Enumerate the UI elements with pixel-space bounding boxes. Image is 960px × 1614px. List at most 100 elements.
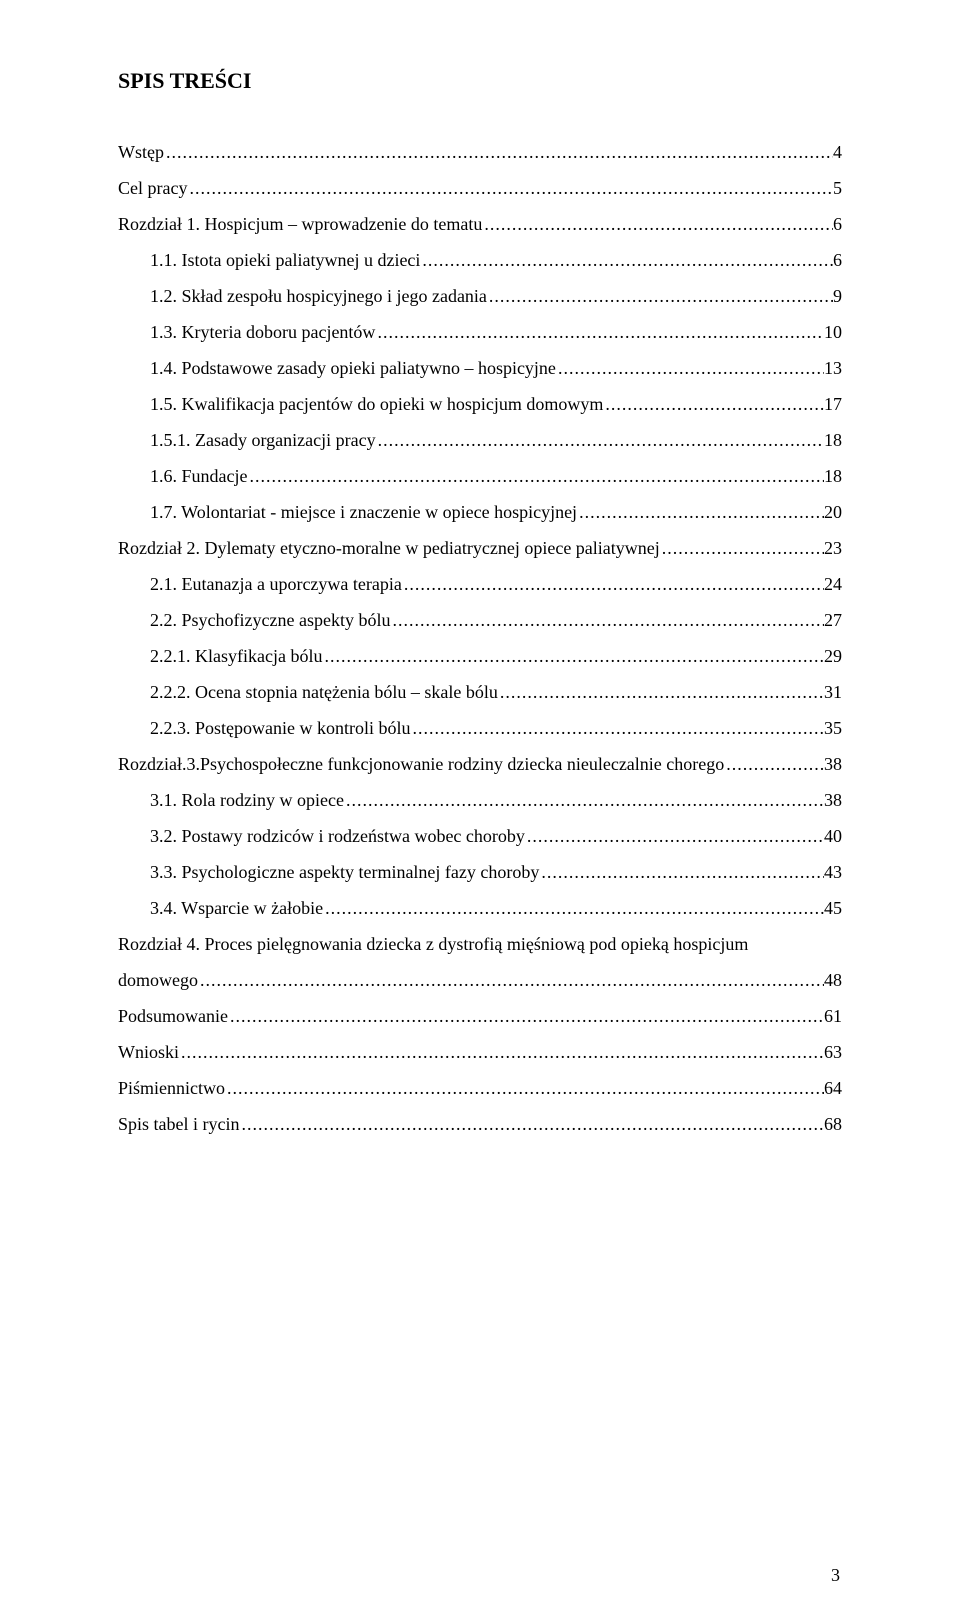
toc-leader: ........................................… [482, 206, 833, 242]
toc-label: 1.6. Fundacje [150, 458, 247, 494]
toc-leader: ........................................… [179, 1034, 824, 1070]
toc-row: Rozdział 4. Proces pielęgnowania dziecka… [118, 926, 842, 962]
toc-page: 61 [824, 998, 842, 1034]
toc-page: 38 [824, 746, 842, 782]
toc-label: 2.2.1. Klasyfikacja bólu [150, 638, 322, 674]
toc-leader: ........................................… [603, 386, 824, 422]
toc-row: domowego................................… [118, 962, 842, 998]
toc-page: 18 [824, 458, 842, 494]
toc-row: Rozdział 1. Hospicjum – wprowadzenie do … [118, 206, 842, 242]
toc-row: Piśmiennictwo...........................… [118, 1070, 842, 1106]
toc-row: Wnioski.................................… [118, 1034, 842, 1070]
toc-label: domowego [118, 962, 198, 998]
toc-page: 20 [824, 494, 842, 530]
toc-page: 43 [824, 854, 842, 890]
toc-label: 2.2.3. Postępowanie w kontroli bólu [150, 710, 410, 746]
toc-label: Rozdział 4. Proces pielęgnowania dziecka… [118, 926, 748, 962]
toc-row: 1.7. Wolontariat - miejsce i znaczenie w… [118, 494, 842, 530]
toc-row: 1.5. Kwalifikacja pacjentów do opieki w … [118, 386, 842, 422]
toc-leader: ........................................… [724, 746, 824, 782]
toc-leader: ........................................… [556, 350, 824, 386]
toc-row: 2.1. Eutanazja a uporczywa terapia......… [118, 566, 842, 602]
toc-leader: ........................................… [187, 170, 833, 206]
toc-label: 3.2. Postawy rodziców i rodzeństwa wobec… [150, 818, 525, 854]
toc-row: 1.4. Podstawowe zasady opieki paliatywno… [118, 350, 842, 386]
toc-row: 2.2.3. Postępowanie w kontroli bólu.....… [118, 710, 842, 746]
toc-leader: ........................................… [247, 458, 824, 494]
toc-page: 68 [824, 1106, 842, 1142]
toc-page: 40 [824, 818, 842, 854]
toc-row: 1.2. Skład zespołu hospicyjnego i jego z… [118, 278, 842, 314]
toc-page: 17 [824, 386, 842, 422]
toc-row: 2.2.1. Klasyfikacja bólu................… [118, 638, 842, 674]
toc-page: 27 [824, 602, 842, 638]
toc-page: 13 [824, 350, 842, 386]
toc-leader: ........................................… [344, 782, 824, 818]
table-of-contents: Wstęp...................................… [118, 134, 842, 1142]
toc-row: 2.2. Psychofizyczne aspekty bólu........… [118, 602, 842, 638]
toc-label: Piśmiennictwo [118, 1070, 225, 1106]
toc-label: 2.2. Psychofizyczne aspekty bólu [150, 602, 390, 638]
toc-row: 1.1. Istota opieki paliatywnej u dzieci.… [118, 242, 842, 278]
toc-row: Cel pracy...............................… [118, 170, 842, 206]
toc-row: 3.4. Wsparcie w żałobie.................… [118, 890, 842, 926]
toc-leader: ........................................… [390, 602, 824, 638]
toc-page: 31 [824, 674, 842, 710]
toc-leader: ........................................… [228, 998, 824, 1034]
toc-page: 48 [824, 962, 842, 998]
toc-row: Rozdział 2. Dylematy etyczno-moralne w p… [118, 530, 842, 566]
toc-page: 4 [833, 134, 842, 170]
toc-label: Rozdział.3.Psychospołeczne funkcjonowani… [118, 746, 724, 782]
toc-label: Wstęp [118, 134, 164, 170]
toc-row: 1.6. Fundacje...........................… [118, 458, 842, 494]
toc-leader: ........................................… [402, 566, 824, 602]
toc-page: 29 [824, 638, 842, 674]
toc-label: Wnioski [118, 1034, 179, 1070]
toc-leader: ........................................… [498, 674, 824, 710]
toc-page: 64 [824, 1070, 842, 1106]
toc-label: 1.5. Kwalifikacja pacjentów do opieki w … [150, 386, 603, 422]
toc-row: 3.1. Rola rodziny w opiece..............… [118, 782, 842, 818]
toc-label: 3.1. Rola rodziny w opiece [150, 782, 344, 818]
toc-page: 18 [824, 422, 842, 458]
toc-row: 1.5.1. Zasady organizacji pracy.........… [118, 422, 842, 458]
toc-leader: ........................................… [225, 1070, 824, 1106]
toc-label: Rozdział 2. Dylematy etyczno-moralne w p… [118, 530, 660, 566]
toc-page: 6 [833, 206, 842, 242]
page-number: 3 [831, 1565, 840, 1586]
toc-label: 1.7. Wolontariat - miejsce i znaczenie w… [150, 494, 577, 530]
toc-row: Rozdział.3.Psychospołeczne funkcjonowani… [118, 746, 842, 782]
toc-label: Cel pracy [118, 170, 187, 206]
toc-row: 3.3. Psychologiczne aspekty terminalnej … [118, 854, 842, 890]
toc-page: 35 [824, 710, 842, 746]
toc-page: 63 [824, 1034, 842, 1070]
toc-label: 1.4. Podstawowe zasady opieki paliatywno… [150, 350, 556, 386]
toc-label: 1.5.1. Zasady organizacji pracy [150, 422, 376, 458]
toc-leader: ........................................… [487, 278, 833, 314]
toc-row: Spis tabel i rycin......................… [118, 1106, 842, 1142]
toc-leader: ........................................… [375, 314, 824, 350]
toc-label: Podsumowanie [118, 998, 228, 1034]
toc-leader: ........................................… [198, 962, 824, 998]
toc-row: 2.2.2. Ocena stopnia natężenia bólu – sk… [118, 674, 842, 710]
toc-label: 2.1. Eutanazja a uporczywa terapia [150, 566, 402, 602]
toc-page: 23 [824, 530, 842, 566]
toc-leader: ........................................… [577, 494, 824, 530]
toc-leader: ........................................… [410, 710, 824, 746]
toc-leader: ........................................… [420, 242, 833, 278]
toc-row: Podsumowanie............................… [118, 998, 842, 1034]
toc-row: 3.2. Postawy rodziców i rodzeństwa wobec… [118, 818, 842, 854]
toc-label: 3.4. Wsparcie w żałobie [150, 890, 323, 926]
toc-leader: ........................................… [164, 134, 833, 170]
toc-label: Spis tabel i rycin [118, 1106, 239, 1142]
toc-leader: ........................................… [322, 638, 824, 674]
toc-page: 10 [824, 314, 842, 350]
page-title: SPIS TREŚCI [118, 68, 842, 94]
toc-label: 1.1. Istota opieki paliatywnej u dzieci [150, 242, 420, 278]
toc-row: 1.3. Kryteria doboru pacjentów..........… [118, 314, 842, 350]
toc-leader: ........................................… [525, 818, 824, 854]
toc-page: 24 [824, 566, 842, 602]
toc-page: 5 [833, 170, 842, 206]
toc-row: Wstęp...................................… [118, 134, 842, 170]
toc-leader: ........................................… [539, 854, 824, 890]
